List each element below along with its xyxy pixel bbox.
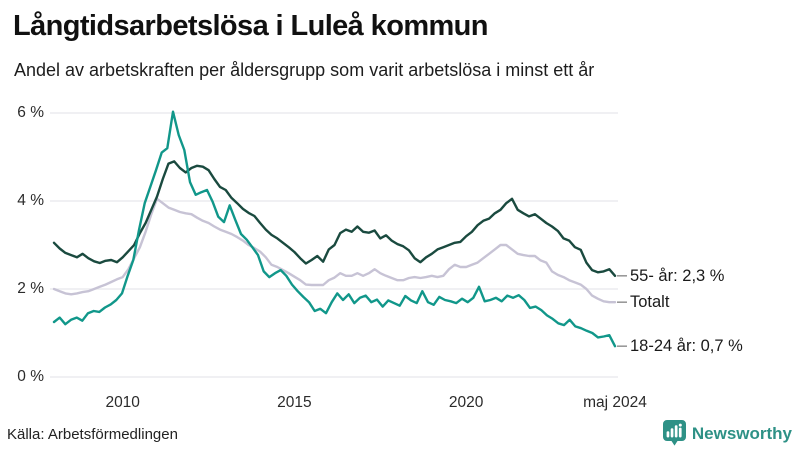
chart-subtitle: Andel av arbetskraften per åldersgrupp s…	[14, 60, 595, 80]
x-axis-tick-label: 2020	[448, 394, 484, 411]
series-end-label-totalt: Totalt	[630, 293, 670, 312]
source-note: Källa: Arbetsförmedlingen	[7, 426, 178, 443]
y-axis-tick-label: 2 %	[17, 280, 44, 297]
newsworthy-logo-text: Newsworthy	[691, 423, 792, 443]
y-axis-tick-label: 4 %	[17, 192, 44, 209]
series-end-label-18-24: 18-24 år: 0,7 %	[630, 337, 743, 356]
chart-title: Långtidsarbetslösa i Luleå kommun	[13, 10, 489, 42]
newsworthy-logo: Newsworthy	[662, 420, 792, 447]
series-line-1	[52, 160, 617, 277]
y-axis-tick-label: 6 %	[17, 104, 44, 121]
newsworthy-logo-icon	[662, 420, 686, 446]
series-end-label-55: 55- år: 2,3 %	[630, 266, 725, 285]
y-axis-tick-label: 0 %	[17, 368, 44, 385]
series-line-0	[52, 197, 617, 304]
x-axis-tick-label: maj 2024	[583, 394, 647, 411]
x-axis-tick-label: 2010	[105, 394, 140, 411]
x-axis-tick-label: 2015	[277, 394, 312, 411]
series-line-2	[52, 110, 617, 348]
